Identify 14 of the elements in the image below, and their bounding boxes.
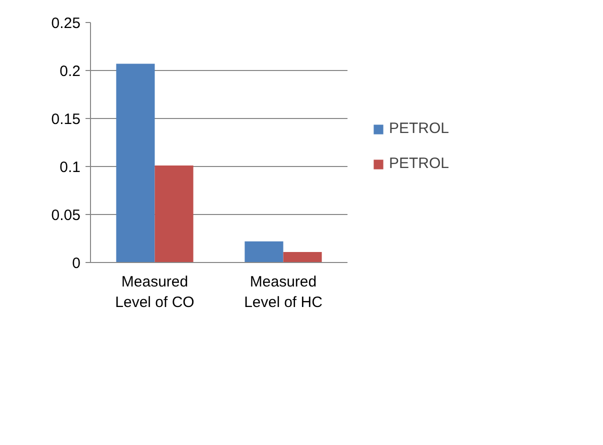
x-tick-label: Measured Level of HC xyxy=(244,274,323,311)
y-tick-label: 0.2 xyxy=(60,63,81,80)
y-tick-label: 0 xyxy=(72,255,80,272)
y-tick-label: 0.15 xyxy=(51,111,81,128)
y-tick-label: 0.1 xyxy=(60,159,81,176)
x-tick-label: Measured Level of CO xyxy=(115,274,194,311)
bar xyxy=(154,166,194,262)
legend-label: PETROL xyxy=(389,120,450,137)
bar xyxy=(244,241,284,262)
y-tick-label: 0.05 xyxy=(51,207,81,224)
bar xyxy=(283,252,322,262)
bar xyxy=(116,64,155,262)
legend-label: PETROL xyxy=(389,155,450,172)
y-tick-label: 0.25 xyxy=(51,15,81,32)
